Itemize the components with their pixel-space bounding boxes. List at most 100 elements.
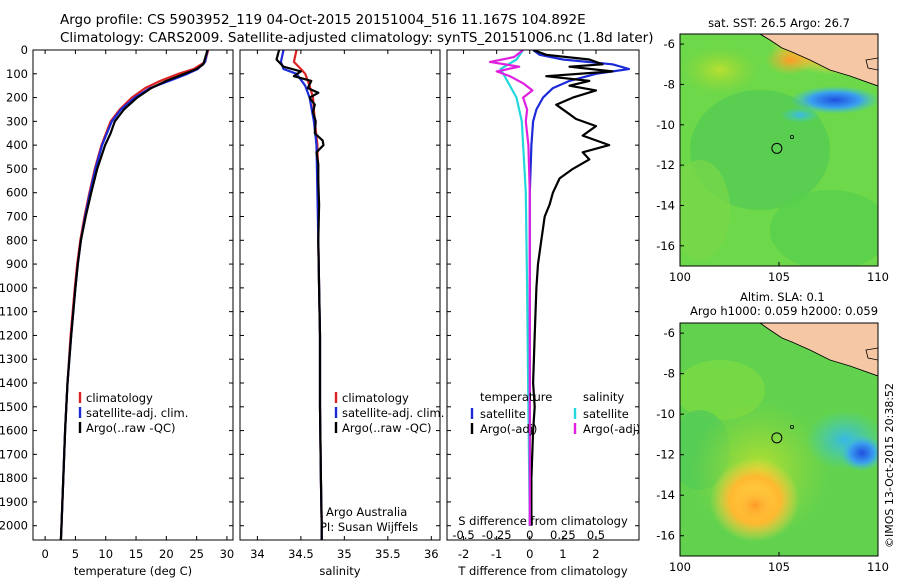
x-axis-label: salinity	[319, 564, 360, 578]
series-line-climatology	[292, 50, 323, 540]
figure-title-line-1: Argo profile: CS 5903952_119 04-Oct-2015…	[60, 12, 586, 28]
x-axis-label: T difference from climatology	[457, 564, 628, 578]
y-tick-label: 900	[6, 257, 28, 271]
annotation-text: PI: Susan Wijffels	[320, 520, 418, 534]
java-coastline	[759, 323, 878, 377]
sst-map-warm-patch	[680, 45, 760, 95]
y-tick-label: 400	[6, 138, 28, 152]
series-line-satellite-adj-clim	[59, 50, 209, 540]
map-y-tick-label: -10	[656, 407, 675, 421]
top-axis-label: S difference from climatology	[458, 514, 628, 528]
x-tick-label: 30	[220, 547, 235, 561]
legend-label: satellite	[480, 407, 526, 421]
sst-map-cool-patch	[790, 86, 878, 114]
map-y-tick-label: -10	[656, 118, 675, 132]
x-tick-label: 5	[72, 547, 79, 561]
top-tick-label: 0	[526, 528, 533, 542]
sst-map-title: sat. SST: 26.5 Argo: 26.7	[708, 16, 850, 30]
series-group	[275, 50, 325, 540]
x-tick-label: -2	[458, 547, 469, 561]
sla-map-subtitle: Argo h1000: 0.059 h2000: 0.059	[690, 304, 878, 318]
java-coastline	[759, 34, 878, 87]
y-tick-label: 700	[6, 210, 28, 224]
x-tick-label: 35.5	[375, 547, 401, 561]
x-tick-label: 25	[189, 547, 204, 561]
x-tick-label: 1	[559, 547, 566, 561]
map-y-tick-label: -16	[656, 529, 675, 543]
x-axis-label: temperature (deg C)	[74, 564, 192, 578]
y-tick-label: 1400	[0, 376, 28, 390]
y-tick-label: 200	[6, 91, 28, 105]
legend-label: satellite	[583, 407, 629, 421]
map-x-tick-label: 100	[669, 560, 691, 574]
sst-map-cool-patch	[780, 107, 820, 123]
legend-label: Argo(..raw -QC)	[342, 421, 432, 435]
legend-label: climatology	[86, 391, 153, 405]
y-tick-label: 1600	[0, 424, 28, 438]
salinity-panel: 34 34.5 35 35.5 36 salinity climatologysatelli…	[239, 49, 444, 578]
series-group	[488, 50, 631, 526]
legend-label: Argo(-adj)	[583, 422, 640, 436]
sla-map-title: Altim. SLA: 0.1	[740, 290, 825, 304]
x-tick-label: 20	[159, 547, 174, 561]
sla-map-high-patch	[733, 485, 777, 525]
y-tick-label: 1500	[0, 400, 28, 414]
sst-map: sat. SST: 26.5 Argo: 26.7	[679, 16, 879, 267]
series-line-argo-raw-qc	[275, 50, 325, 540]
sst-map-argo-marker	[771, 142, 783, 154]
map-x-tick-label: 110	[867, 560, 889, 574]
island-coastline	[865, 347, 878, 361]
legend-label: satellite-adj. clim.	[342, 406, 444, 420]
difference-panel: -2 -1 0 1 2 T difference from climatology temp…	[446, 49, 640, 578]
sla-map-low-patch	[840, 435, 878, 471]
credit-text: ©IMOS 13-Oct-2015 20:38:52	[883, 383, 896, 548]
x-tick-label: 2	[592, 547, 599, 561]
map-y-tick-label: -8	[664, 367, 675, 381]
island-coastline	[790, 134, 795, 139]
y-tick-label: 0	[21, 43, 28, 57]
map-y-tick-label: -16	[656, 239, 675, 253]
legend-heading: temperature	[480, 390, 552, 404]
x-tick-label: 15	[129, 547, 144, 561]
top-tick-label: -0.25	[482, 528, 512, 542]
map-y-tick-label: -6	[664, 326, 675, 340]
map-y-tick-label: -8	[664, 77, 675, 91]
temperature-panel: 0100200300400500600700800900100011001200…	[0, 43, 234, 578]
sst-map-field-patch	[770, 190, 878, 266]
map-x-tick-label: 105	[768, 270, 790, 284]
map-x-tick-label: 100	[669, 270, 691, 284]
y-tick-label: 1100	[0, 305, 28, 319]
y-tick-label: 1800	[0, 471, 28, 485]
x-tick-label: 0	[41, 547, 48, 561]
y-tick-label: 500	[6, 162, 28, 176]
x-tick-label: 34	[250, 547, 265, 561]
x-tick-label: 36	[424, 547, 439, 561]
top-tick-label: 0.5	[587, 528, 605, 542]
plot-frame	[239, 49, 441, 541]
map-y-tick-label: -12	[656, 158, 675, 172]
map-y-tick-label: -14	[656, 488, 675, 502]
island-coastline	[790, 424, 795, 429]
plot-frame	[446, 49, 640, 541]
top-tick-label: -0.5	[452, 528, 474, 542]
sst-map-field-patch	[680, 160, 730, 260]
legend-label: Argo(..raw -QC)	[86, 421, 176, 435]
y-tick-label: 1200	[0, 328, 28, 342]
map-y-tick-label: -6	[664, 37, 675, 51]
annotation-text: Argo Australia	[326, 505, 407, 519]
x-tick-label: 0	[526, 547, 533, 561]
top-tick-label: 0.25	[550, 528, 576, 542]
map-x-tick-label: 110	[867, 270, 889, 284]
legend-label: satellite-adj. clim.	[86, 406, 188, 420]
x-tick-label: 34.5	[288, 547, 314, 561]
map-y-tick-label: -12	[656, 448, 675, 462]
legend-label: climatology	[342, 391, 409, 405]
figure-title-line-2: Climatology: CARS2009. Satellite-adjuste…	[60, 30, 653, 46]
island-coastline	[865, 57, 878, 71]
series-line-salinity-argo-adj	[488, 50, 534, 526]
map-y-tick-label: -14	[656, 198, 675, 212]
legend-label: Argo(-adj)	[480, 422, 537, 436]
y-tick-label: 1000	[0, 281, 28, 295]
x-tick-label: -1	[491, 547, 502, 561]
